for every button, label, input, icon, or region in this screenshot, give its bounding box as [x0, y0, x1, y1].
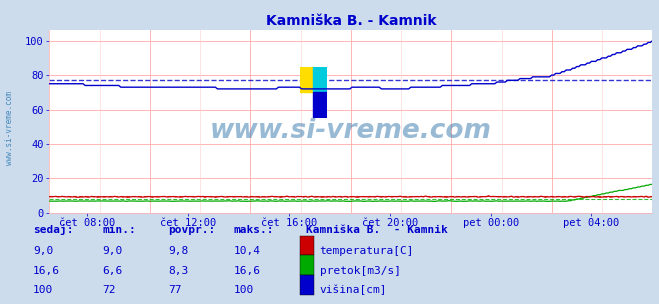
Text: 6,6: 6,6 [102, 266, 123, 276]
Text: maks.:: maks.: [234, 225, 274, 235]
Text: 9,0: 9,0 [102, 246, 123, 256]
Text: temperatura[C]: temperatura[C] [320, 246, 414, 256]
Text: 72: 72 [102, 285, 115, 295]
Text: 9,8: 9,8 [168, 246, 188, 256]
Text: Kamniška B.  - Kamnik: Kamniška B. - Kamnik [306, 225, 448, 235]
Text: 16,6: 16,6 [234, 266, 261, 276]
Text: pretok[m3/s]: pretok[m3/s] [320, 266, 401, 276]
Text: 10,4: 10,4 [234, 246, 261, 256]
Text: 100: 100 [33, 285, 53, 295]
Text: višina[cm]: višina[cm] [320, 285, 387, 295]
Title: Kamniška B. - Kamnik: Kamniška B. - Kamnik [266, 14, 436, 28]
Text: 16,6: 16,6 [33, 266, 60, 276]
Text: min.:: min.: [102, 225, 136, 235]
Text: 9,0: 9,0 [33, 246, 53, 256]
Text: www.si-vreme.com: www.si-vreme.com [5, 91, 14, 165]
Text: sedaj:: sedaj: [33, 223, 73, 235]
Text: povpr.:: povpr.: [168, 225, 215, 235]
Text: 8,3: 8,3 [168, 266, 188, 276]
Text: 77: 77 [168, 285, 181, 295]
Text: 100: 100 [234, 285, 254, 295]
Text: www.si-vreme.com: www.si-vreme.com [210, 118, 492, 144]
